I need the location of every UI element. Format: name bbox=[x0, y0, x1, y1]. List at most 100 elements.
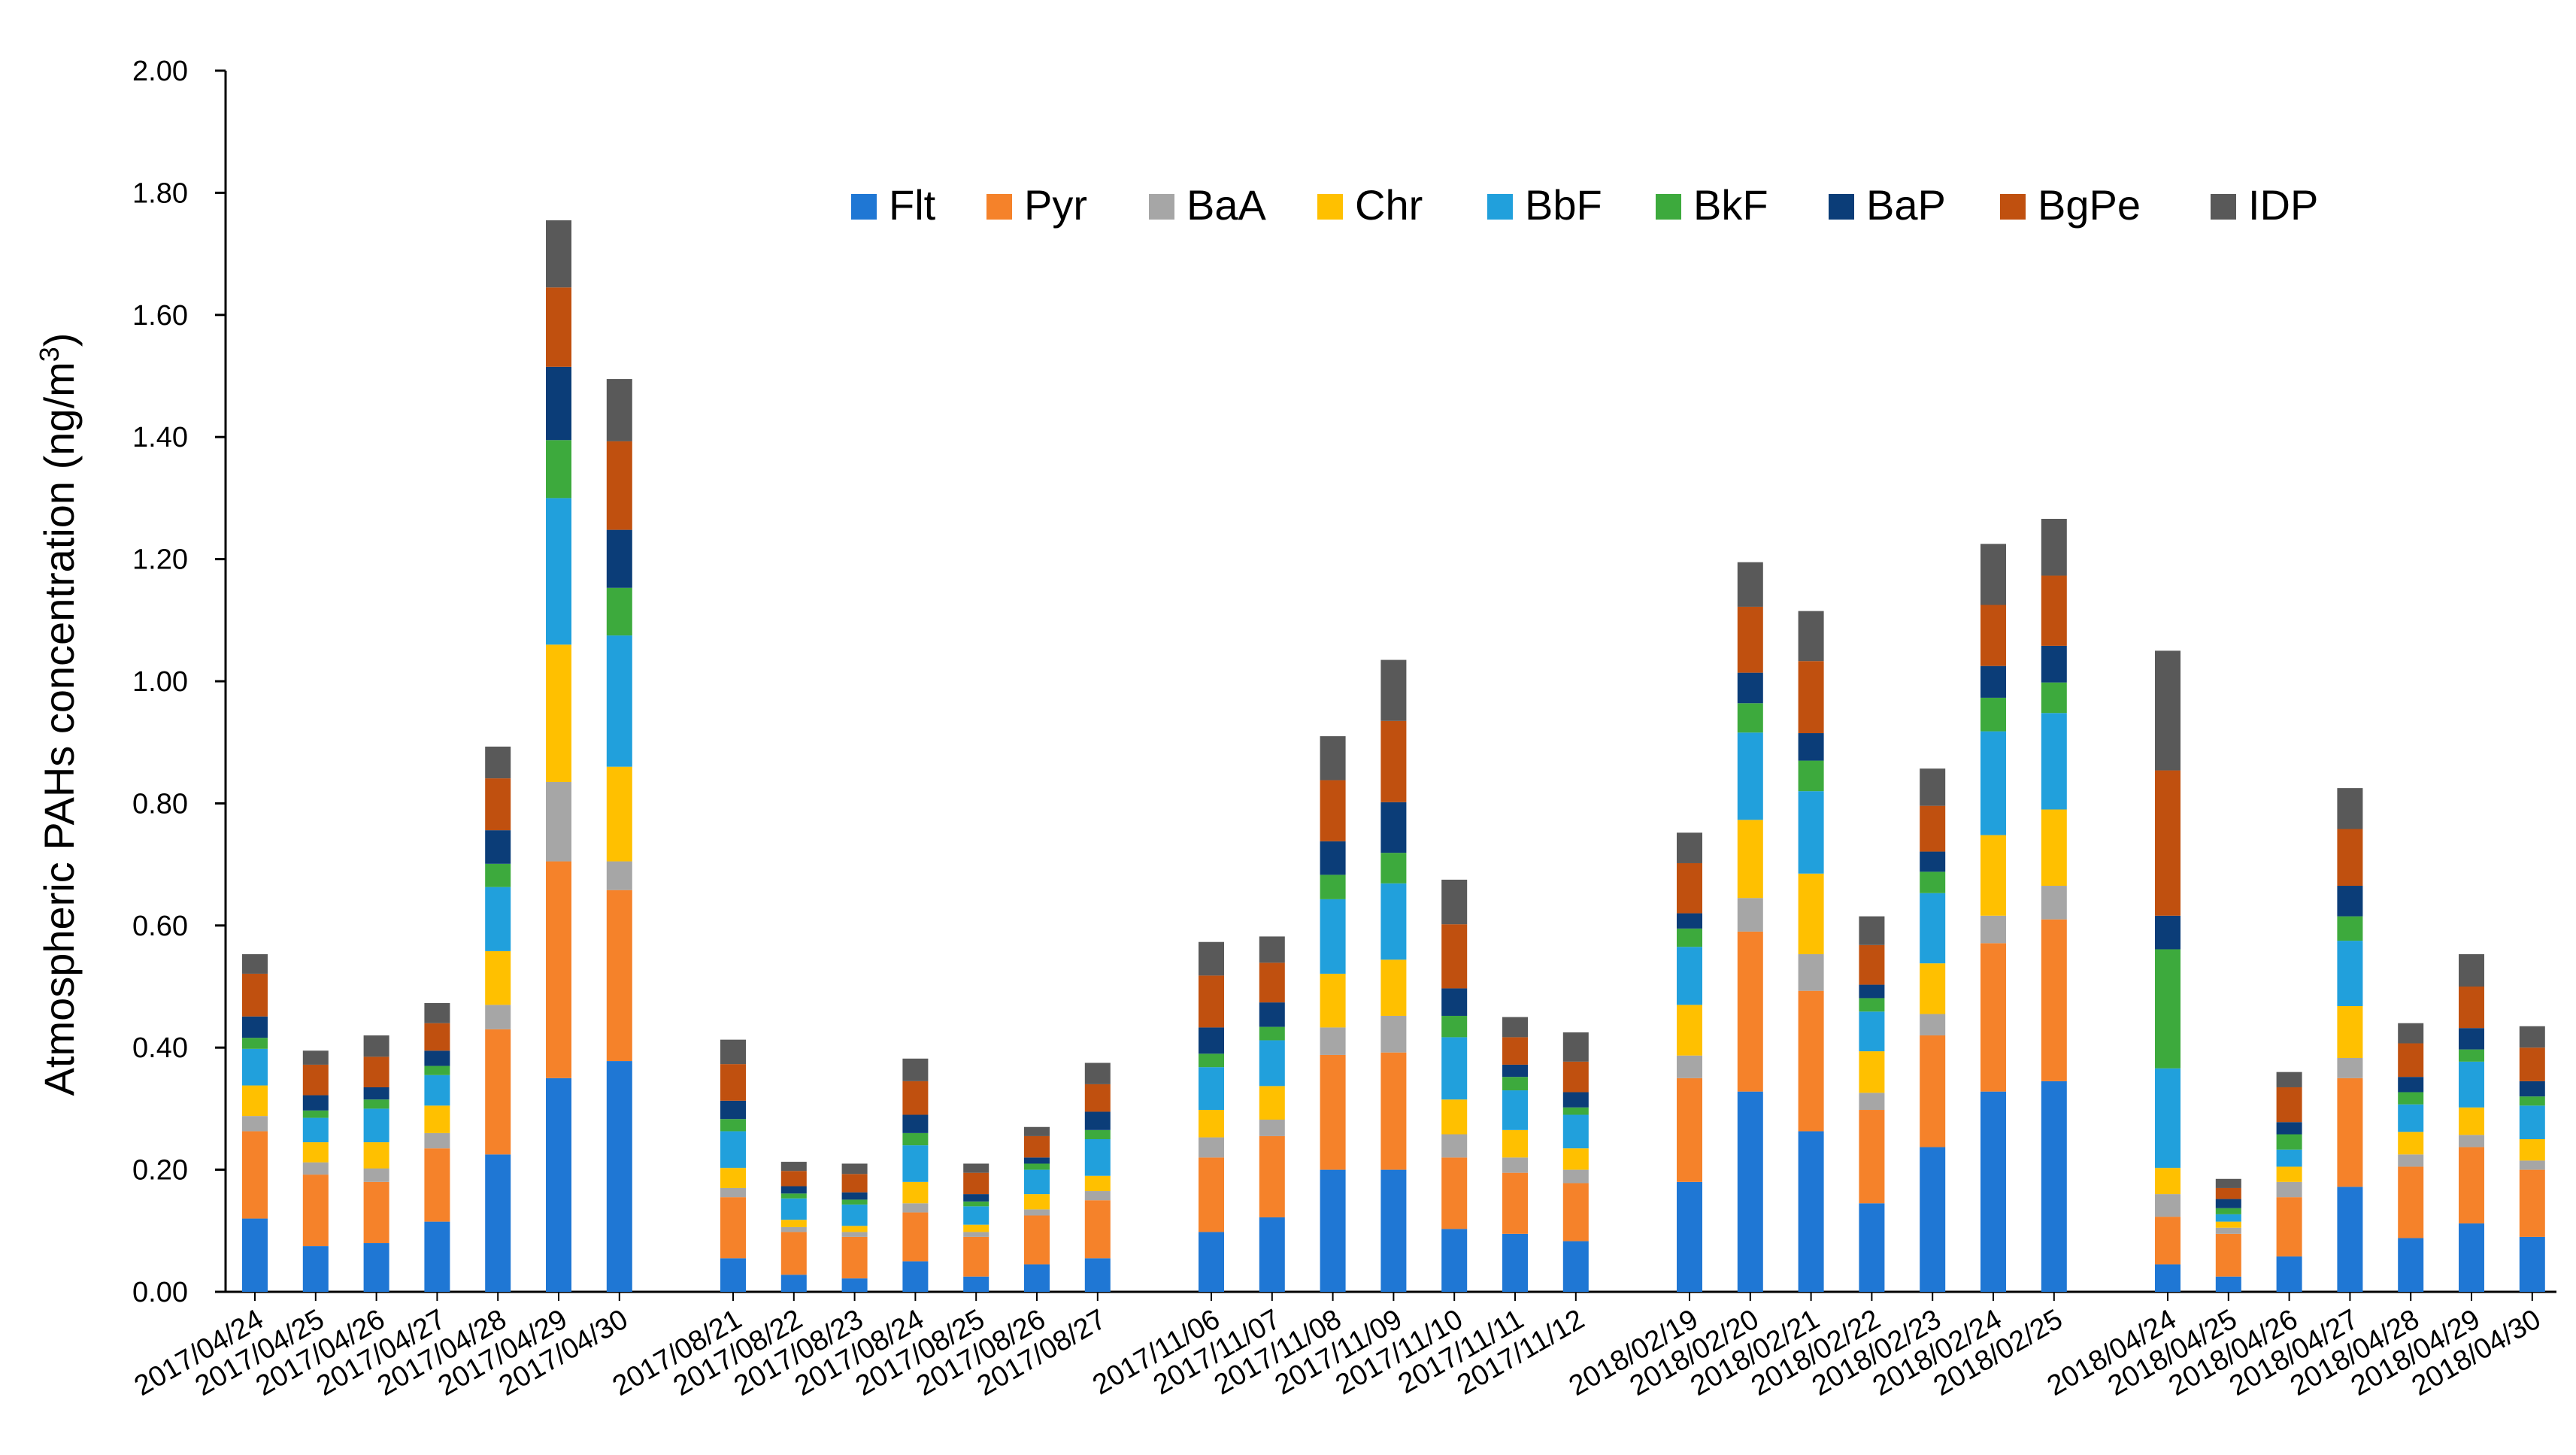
bar-segment-bgpe bbox=[1380, 720, 1407, 802]
bar-segment-flt bbox=[1859, 1203, 1885, 1292]
bar-segment-pyr bbox=[485, 1029, 511, 1155]
legend-swatch-flt bbox=[851, 194, 877, 220]
bar-segment-idp bbox=[1199, 941, 1224, 976]
y-tick-label: 1.20 bbox=[132, 544, 188, 576]
bar-segment-baa bbox=[1380, 1015, 1407, 1053]
bar-segment-bap bbox=[2155, 915, 2181, 950]
bar-segment-pyr bbox=[1502, 1172, 1528, 1234]
bar-segment-bap bbox=[2215, 1199, 2241, 1208]
bar-segment-bbf bbox=[1380, 883, 1407, 960]
y-tick-label: 1.00 bbox=[132, 666, 188, 698]
bar-segment-flt bbox=[606, 1061, 632, 1292]
y-tick-labels: 0.00 0.20 0.40 0.60 0.80 1.00 1.20 1.40 1.60 1.80… bbox=[132, 56, 188, 1308]
bar-segment-flt bbox=[1920, 1147, 1946, 1292]
bar-segment-flt bbox=[363, 1243, 389, 1292]
bar-segment-bap bbox=[2276, 1122, 2302, 1135]
bar-segment-pyr bbox=[1798, 990, 1824, 1132]
bar-segment-idp bbox=[2215, 1178, 2241, 1188]
bar-segment-flt bbox=[1259, 1217, 1285, 1292]
bar-segment-baa bbox=[2215, 1227, 2241, 1234]
bar-segment-bgpe bbox=[606, 441, 632, 530]
bar-segment-baa bbox=[546, 781, 571, 862]
bars bbox=[242, 220, 2545, 1292]
bar-segment-idp bbox=[841, 1163, 868, 1175]
bar-segment-bap bbox=[2398, 1077, 2424, 1093]
bar-segment-pyr bbox=[841, 1236, 868, 1279]
legend-swatch-bgpe bbox=[2000, 194, 2026, 220]
bar-segment-bap bbox=[1502, 1064, 1528, 1078]
bar-segment-baa bbox=[1798, 953, 1824, 991]
bar-segment-idp bbox=[780, 1162, 807, 1172]
bar-segment-flt bbox=[963, 1276, 989, 1292]
bar-segment-baa bbox=[302, 1162, 329, 1175]
bar-segment-bap bbox=[485, 830, 511, 864]
bar-segment-bgpe bbox=[1980, 605, 2006, 666]
bar-segment-bbf bbox=[1980, 731, 2006, 835]
bar-segment-pyr bbox=[780, 1232, 807, 1275]
bar-segment-bbf bbox=[485, 887, 511, 951]
bar-segment-idp bbox=[1024, 1126, 1050, 1136]
bar-segment-idp bbox=[2041, 519, 2067, 576]
bar-segment-bkf bbox=[1024, 1163, 1050, 1170]
bar-segment-bgpe bbox=[1441, 924, 1468, 989]
bar-segment-chr bbox=[720, 1168, 746, 1188]
bar-segment-bap bbox=[1859, 984, 1885, 999]
bar-segment-bgpe bbox=[1737, 606, 1763, 673]
bar-segment-baa bbox=[242, 1116, 268, 1132]
bar-segment-pyr bbox=[1562, 1183, 1589, 1241]
bar-segment-idp bbox=[1084, 1062, 1111, 1084]
bar-segment-flt bbox=[902, 1261, 929, 1292]
bar-segment-bkf bbox=[720, 1119, 746, 1132]
bar-segment-bap bbox=[2041, 645, 2067, 683]
bar-segment-bbf bbox=[902, 1145, 929, 1182]
bar-segment-pyr bbox=[1737, 931, 1763, 1092]
bar-segment-idp bbox=[606, 379, 632, 441]
bar-segment-bap bbox=[1677, 913, 1702, 929]
bar-segment-bbf bbox=[780, 1198, 807, 1220]
bar-segment-bap bbox=[2337, 886, 2363, 917]
bar-segment-idp bbox=[2155, 650, 2181, 771]
bar-segment-bgpe bbox=[902, 1081, 929, 1115]
bar-segment-bgpe bbox=[780, 1171, 807, 1187]
bar-segment-idp bbox=[902, 1058, 929, 1081]
bar-segment-chr bbox=[1562, 1148, 1589, 1170]
bar-segment-pyr bbox=[1259, 1135, 1285, 1217]
bar-segment-bgpe bbox=[1859, 944, 1885, 985]
bar-segment-baa bbox=[1502, 1157, 1528, 1173]
bar-segment-baa bbox=[1859, 1093, 1885, 1111]
bar-segment-bap bbox=[546, 366, 571, 441]
bar-segment-bkf bbox=[1677, 928, 1702, 947]
bar-segment-flt bbox=[1320, 1169, 1346, 1292]
bar-segment-chr bbox=[1677, 1005, 1702, 1056]
bar-segment-chr bbox=[2276, 1166, 2302, 1182]
bar-segment-bap bbox=[363, 1087, 389, 1100]
bar-segment-bkf bbox=[1562, 1107, 1589, 1115]
bar-segment-flt bbox=[2041, 1081, 2067, 1292]
bar-segment-bbf bbox=[1677, 947, 1702, 1005]
bar-segment-bgpe bbox=[2276, 1087, 2302, 1123]
bar-segment-idp bbox=[485, 746, 511, 779]
y-tick-label: 1.80 bbox=[132, 177, 188, 209]
bar-segment-bkf bbox=[1259, 1026, 1285, 1041]
bar-segment-pyr bbox=[2519, 1169, 2545, 1237]
bar-segment-chr bbox=[1737, 820, 1763, 899]
bar-segment-bbf bbox=[2459, 1061, 2484, 1108]
bar-segment-flt bbox=[1380, 1169, 1407, 1292]
bar-segment-flt bbox=[1798, 1131, 1824, 1292]
legend-label-idp: IDP bbox=[2248, 181, 2318, 229]
bar-segment-flt bbox=[2215, 1276, 2241, 1292]
bar-segment-bkf bbox=[1380, 853, 1407, 884]
bar-segment-flt bbox=[2337, 1187, 2363, 1292]
bar-segment-pyr bbox=[2276, 1197, 2302, 1256]
bar-segment-bap bbox=[1737, 672, 1763, 704]
bar-segment-flt bbox=[1502, 1233, 1528, 1292]
bar-segment-chr bbox=[1980, 835, 2006, 916]
bar-segment-bkf bbox=[2276, 1134, 2302, 1150]
bar-segment-chr bbox=[1502, 1129, 1528, 1158]
bar-segment-flt bbox=[780, 1275, 807, 1292]
x-tick-labels: 2017/04/242017/04/252017/04/262017/04/27… bbox=[129, 1303, 2547, 1402]
bar-segment-bgpe bbox=[963, 1172, 989, 1195]
bar-segment-baa bbox=[1024, 1209, 1050, 1216]
bar-segment-baa bbox=[1980, 915, 2006, 944]
bar-segment-pyr bbox=[424, 1148, 450, 1222]
